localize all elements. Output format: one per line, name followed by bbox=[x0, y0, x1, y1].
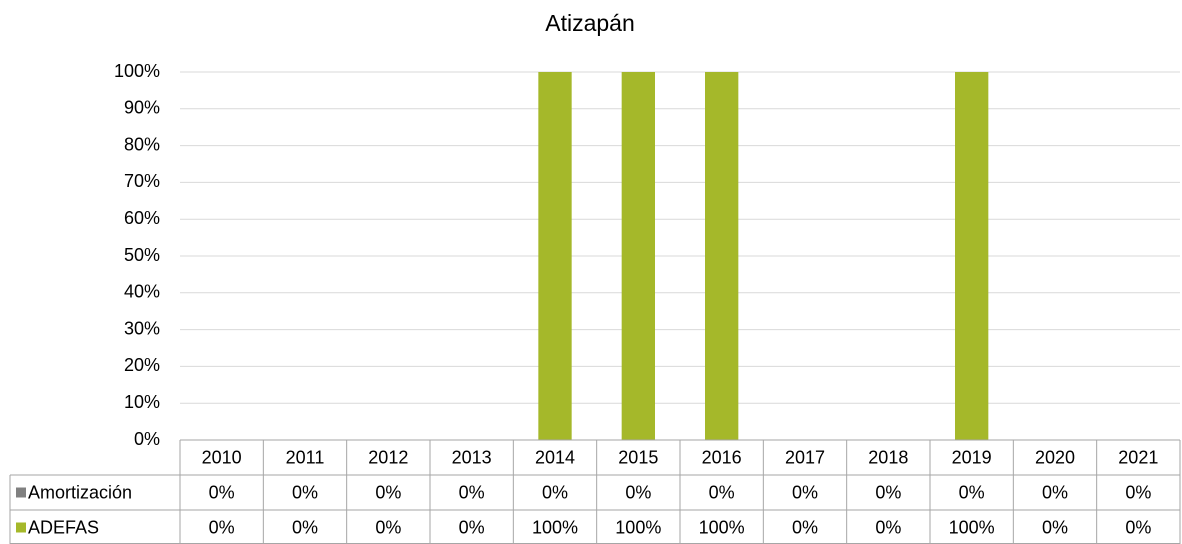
data-label: 0% bbox=[875, 517, 901, 537]
data-label: 0% bbox=[1125, 517, 1151, 537]
data-label: 100% bbox=[532, 517, 578, 537]
data-label: 0% bbox=[375, 482, 401, 502]
y-tick-label: 70% bbox=[124, 171, 160, 191]
legend-label: ADEFAS bbox=[28, 517, 99, 537]
x-tick-label: 2013 bbox=[452, 447, 492, 467]
data-label: 0% bbox=[209, 517, 235, 537]
x-tick-label: 2020 bbox=[1035, 447, 1075, 467]
x-tick-label: 2019 bbox=[952, 447, 992, 467]
chart-title: Atizapán bbox=[545, 10, 635, 36]
data-label: 0% bbox=[709, 482, 735, 502]
x-tick-label: 2016 bbox=[702, 447, 742, 467]
x-tick-label: 2015 bbox=[618, 447, 658, 467]
data-label: 0% bbox=[1042, 482, 1068, 502]
x-tick-label: 2018 bbox=[868, 447, 908, 467]
y-tick-label: 10% bbox=[124, 392, 160, 412]
legend-key bbox=[16, 487, 26, 498]
data-label: 0% bbox=[792, 482, 818, 502]
x-tick-label: 2010 bbox=[202, 447, 242, 467]
data-label: 0% bbox=[375, 517, 401, 537]
data-label: 0% bbox=[459, 482, 485, 502]
x-tick-label: 2012 bbox=[368, 447, 408, 467]
y-tick-label: 0% bbox=[134, 429, 160, 449]
y-tick-label: 80% bbox=[124, 134, 160, 154]
data-label: 0% bbox=[209, 482, 235, 502]
y-tick-label: 40% bbox=[124, 282, 160, 302]
x-tick-label: 2011 bbox=[286, 447, 325, 467]
data-label: 0% bbox=[292, 517, 318, 537]
legend-label: Amortización bbox=[28, 482, 132, 502]
y-tick-label: 30% bbox=[124, 318, 160, 338]
data-label: 0% bbox=[792, 517, 818, 537]
y-tick-label: 100% bbox=[114, 61, 160, 81]
data-label: 0% bbox=[292, 482, 318, 502]
data-label: 0% bbox=[875, 482, 901, 502]
bar bbox=[705, 72, 739, 440]
bar bbox=[621, 72, 655, 440]
y-tick-label: 20% bbox=[124, 355, 160, 375]
data-label: 100% bbox=[615, 517, 661, 537]
x-tick-label: 2017 bbox=[785, 447, 825, 467]
bar bbox=[538, 72, 572, 440]
data-label: 0% bbox=[1042, 517, 1068, 537]
data-label: 0% bbox=[542, 482, 568, 502]
data-label: 0% bbox=[625, 482, 651, 502]
y-tick-label: 60% bbox=[124, 208, 160, 228]
y-tick-label: 50% bbox=[124, 245, 160, 265]
y-tick-label: 90% bbox=[124, 98, 160, 118]
data-label: 0% bbox=[959, 482, 985, 502]
bar bbox=[955, 72, 989, 440]
data-label: 100% bbox=[949, 517, 995, 537]
x-tick-label: 2021 bbox=[1118, 447, 1158, 467]
data-label: 100% bbox=[699, 517, 745, 537]
legend-key bbox=[16, 522, 26, 533]
x-tick-label: 2014 bbox=[535, 447, 575, 467]
data-label: 0% bbox=[1125, 482, 1151, 502]
data-label: 0% bbox=[459, 517, 485, 537]
